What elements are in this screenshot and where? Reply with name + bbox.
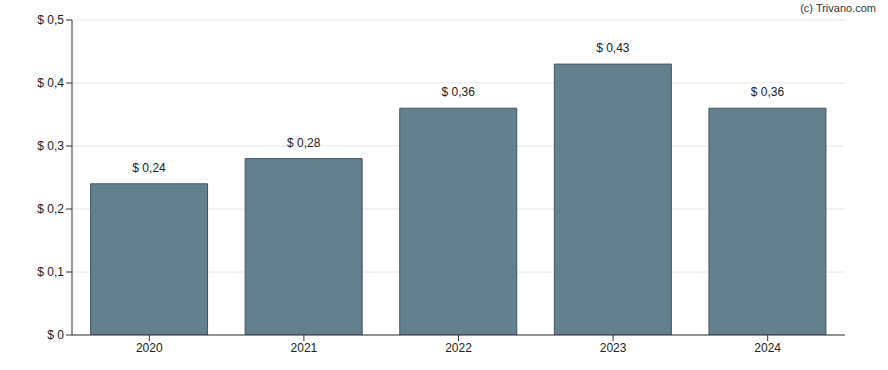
- svg-text:$ 0: $ 0: [47, 328, 64, 342]
- svg-text:$ 0,4: $ 0,4: [37, 76, 64, 90]
- svg-text:$ 0,43: $ 0,43: [596, 41, 630, 55]
- svg-text:$ 0,36: $ 0,36: [442, 85, 476, 99]
- svg-text:$ 0,2: $ 0,2: [37, 202, 64, 216]
- svg-text:$ 0,5: $ 0,5: [37, 13, 64, 27]
- svg-text:$ 0,28: $ 0,28: [287, 136, 321, 150]
- svg-text:2023: 2023: [600, 341, 627, 355]
- svg-text:2021: 2021: [291, 341, 318, 355]
- svg-text:$ 0,24: $ 0,24: [132, 161, 166, 175]
- svg-text:$ 0,36: $ 0,36: [751, 85, 785, 99]
- svg-text:2024: 2024: [754, 341, 781, 355]
- svg-text:2022: 2022: [445, 341, 472, 355]
- svg-text:$ 0,3: $ 0,3: [37, 139, 64, 153]
- html-text:(c) Trivano.com: (c) Trivano.com: [800, 2, 876, 14]
- svg-text:$ 0,1: $ 0,1: [37, 265, 64, 279]
- svg-text:2020: 2020: [136, 341, 163, 355]
